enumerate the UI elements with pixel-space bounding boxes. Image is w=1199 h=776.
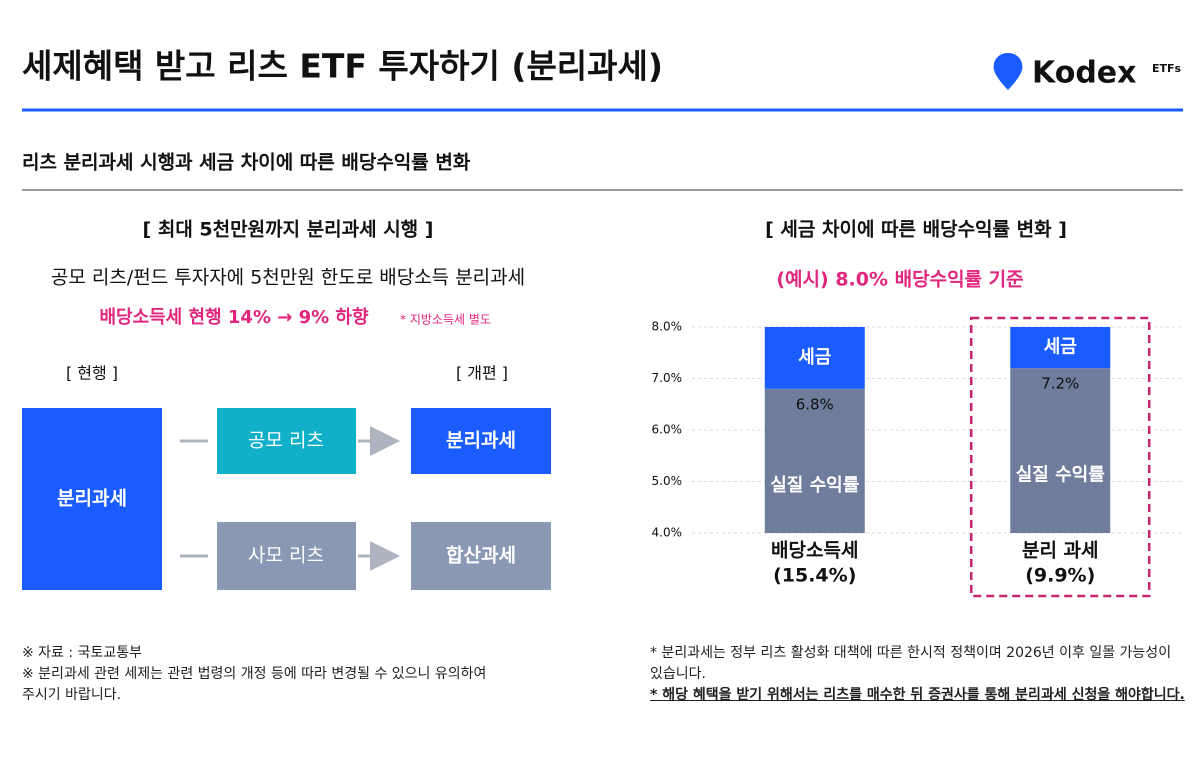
logo-icon (993, 53, 1023, 90)
right-footnotes: * 분리과세는 정부 리츠 활성화 대책에 따른 한시적 정책이며 2026년 … (650, 643, 1185, 706)
segment-label: 세금 (798, 347, 831, 368)
node-label: 분리과세 (57, 488, 127, 510)
reform-label: [ 개편 ] (456, 364, 508, 383)
x-tick-note: (15.4%) (773, 565, 856, 587)
node-label: 분리과세 (446, 430, 516, 452)
section-title: 리츠 분리과세 시행과 세금 차이에 따른 배당수익률 변화 (22, 152, 471, 174)
footnote: ※ 자료 : 국토교통부 (22, 645, 142, 661)
highlight-box (970, 316, 1151, 598)
segment-label: 세금 (1044, 337, 1077, 358)
x-tick-note: (9.9%) (1025, 565, 1095, 587)
bar-segment (764, 388, 865, 533)
title: 세제혜택 받고 리츠 ETF 투자하기 (분리과세) (22, 47, 663, 86)
bar-segment (1010, 368, 1111, 533)
left-footnotes: ※ 자료 : 국토교통부 ※ 분리과세 관련 세제는 관련 법령의 개정 등에 … (22, 643, 502, 706)
node-label: 합산과세 (446, 545, 516, 567)
logo-sub: ETFs (1152, 62, 1182, 75)
logo: Kodex (1032, 56, 1137, 91)
node-label: 공모 리츠 (248, 430, 324, 452)
node-box (217, 408, 356, 474)
segment-label: 실질 수익률 (770, 475, 859, 496)
node-box (411, 408, 551, 474)
node-label: 사모 리츠 (248, 545, 324, 567)
y-tick-label: 4.0% (652, 526, 683, 540)
highlight: 배당소득세 현행 14% → 9% 하향 (99, 307, 369, 328)
highlight-note: * 지방소득세 별도 (400, 313, 491, 327)
node-box (22, 408, 162, 590)
footnote: ※ 분리과세 관련 세제는 관련 법령의 개정 등에 따라 변경될 수 있으니 … (22, 666, 487, 703)
x-tick-label: 배당소득세 (771, 540, 858, 562)
node-box (411, 522, 551, 590)
left-heading: [ 최대 5천만원까지 분리과세 시행 ] (143, 219, 434, 241)
chart-subtitle: (예시) 8.0% 배당수익률 기준 (776, 269, 1023, 291)
left-description: 공모 리츠/펀드 투자자에 5천만원 한도로 배당소득 분리과세 (51, 267, 525, 289)
y-tick-label: 6.0% (652, 423, 683, 437)
bar-segment (764, 327, 865, 389)
segment-label: 실질 수익률 (1016, 465, 1105, 486)
right-heading: [ 세금 차이에 따른 배당수익률 변화 ] (765, 219, 1067, 241)
current-label: [ 현행 ] (66, 364, 118, 383)
y-tick-label: 5.0% (652, 474, 683, 488)
value-label: 6.8% (796, 395, 834, 413)
y-tick-label: 7.0% (652, 371, 683, 385)
y-tick-label: 8.0% (652, 320, 683, 334)
bar-segment (1010, 327, 1111, 369)
value-label: 7.2% (1041, 375, 1079, 393)
footnote: * 분리과세는 정부 리츠 활성화 대책에 따른 한시적 정책이며 2026년 … (650, 645, 1172, 682)
node-box (217, 522, 356, 590)
x-tick-label: 분리 과세 (1022, 540, 1099, 562)
footnote: * 해당 혜택을 받기 위해서는 리츠를 매수한 뒤 증권사를 통해 분리과세 … (650, 687, 1185, 703)
